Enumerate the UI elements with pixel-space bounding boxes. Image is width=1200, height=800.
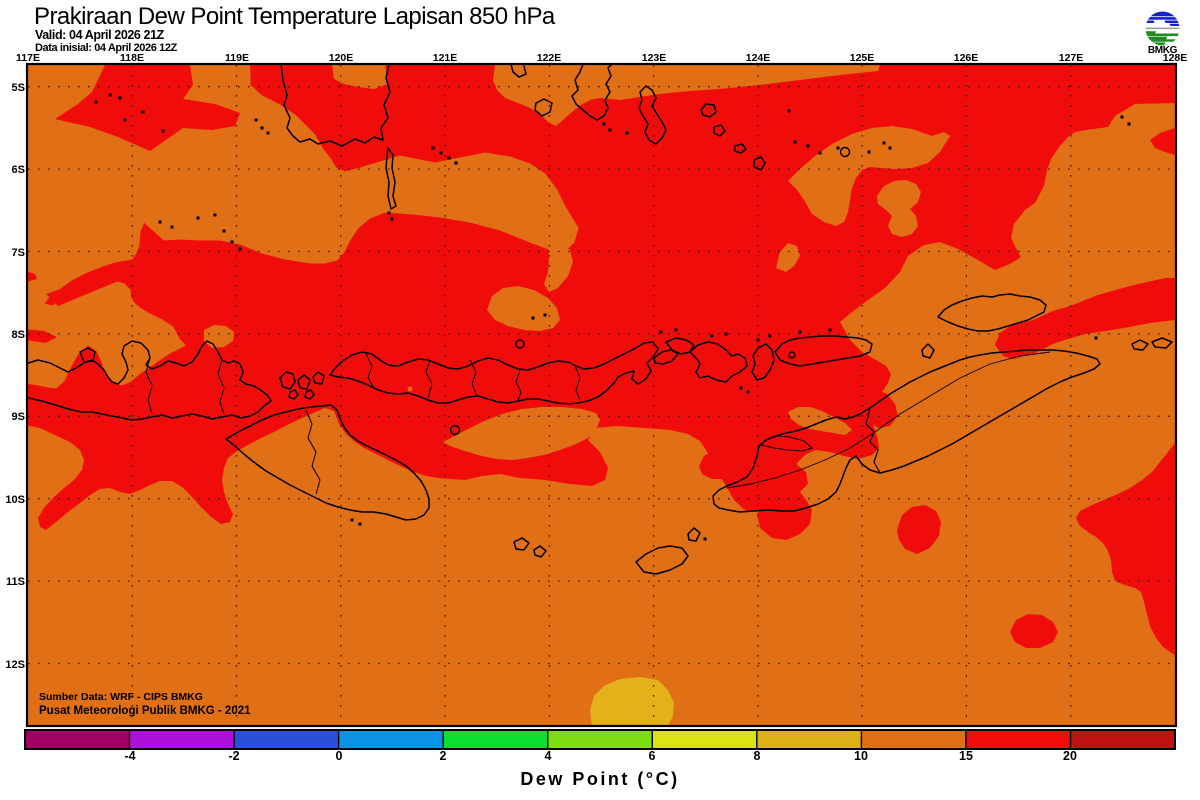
svg-text:8S: 8S: [12, 329, 25, 341]
svg-text:12S: 12S: [5, 659, 25, 671]
svg-text:10S: 10S: [5, 494, 25, 506]
svg-text:121E: 121E: [433, 52, 458, 64]
svg-text:11S: 11S: [6, 576, 25, 588]
svg-text:5S: 5S: [12, 82, 25, 94]
svg-text:10: 10: [854, 749, 868, 763]
svg-text:7S: 7S: [12, 247, 25, 259]
svg-text:-2: -2: [228, 749, 239, 763]
svg-text:4: 4: [545, 749, 552, 763]
svg-text:127E: 127E: [1059, 52, 1084, 64]
svg-text:2: 2: [440, 749, 447, 763]
svg-text:119E: 119E: [225, 52, 249, 64]
svg-text:20: 20: [1063, 749, 1077, 763]
svg-text:117E: 117E: [16, 52, 40, 64]
svg-text:Pusat Meteorologi Publik BMKG: Pusat Meteorologi Publik BMKG - 2021: [39, 705, 251, 717]
svg-text:-4: -4: [124, 749, 135, 763]
svg-text:8: 8: [754, 749, 761, 763]
svg-text:126E: 126E: [954, 52, 979, 64]
svg-text:124E: 124E: [746, 52, 771, 64]
svg-text:0: 0: [336, 749, 343, 763]
svg-text:122E: 122E: [537, 52, 562, 64]
svg-text:6: 6: [649, 749, 656, 763]
svg-text:15: 15: [959, 749, 973, 763]
svg-text:9S: 9S: [12, 411, 25, 423]
svg-text:6S: 6S: [12, 164, 25, 176]
svg-text:123E: 123E: [642, 52, 667, 64]
svg-text:120E: 120E: [329, 52, 354, 64]
svg-text:125E: 125E: [850, 52, 875, 64]
svg-text:BMKG: BMKG: [1148, 45, 1178, 56]
svg-text:128E: 128E: [1163, 52, 1188, 64]
svg-text:118E: 118E: [120, 52, 144, 64]
svg-text:Sumber Data: WRF - CIPS BMKG: Sumber Data: WRF - CIPS BMKG: [39, 691, 203, 703]
